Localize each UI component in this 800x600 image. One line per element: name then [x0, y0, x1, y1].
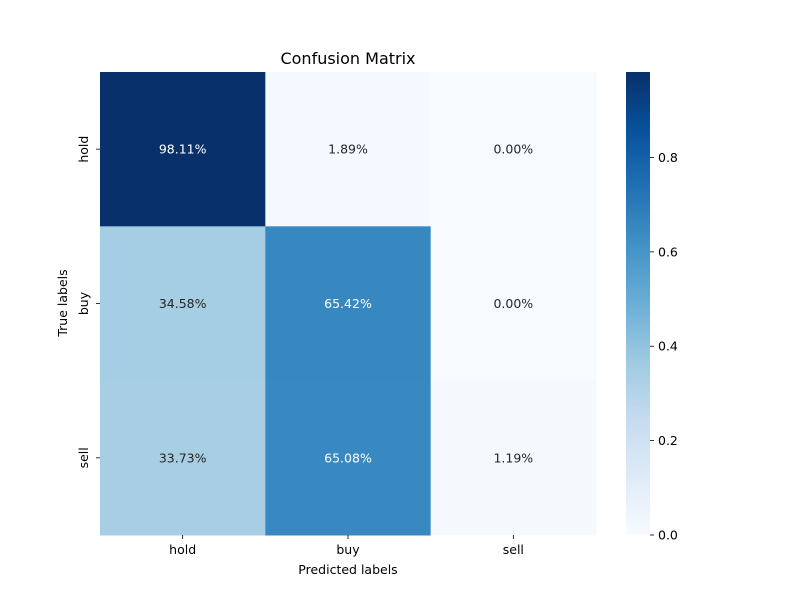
colorbar-gradient: [626, 72, 650, 535]
x-tick-label: hold: [169, 542, 196, 557]
y-tick-label: hold: [76, 136, 91, 163]
colorbar-tick-label: 0.6: [658, 244, 678, 259]
heatmap-cells: [100, 72, 597, 536]
cell-value-label: 1.89%: [328, 142, 368, 157]
heatmap-cell-sell-hold: [100, 380, 266, 536]
cell-value-label: 65.08%: [324, 450, 372, 465]
chart-title: Confusion Matrix: [280, 49, 415, 68]
x-tick-label: sell: [503, 542, 524, 557]
y-axis-ticks: hold buy sell: [76, 136, 100, 468]
y-tick-label: buy: [76, 291, 91, 315]
colorbar-tick-label: 0.2: [658, 433, 678, 448]
y-tick-label: sell: [76, 447, 91, 468]
heatmap-cell-hold-sell: [430, 72, 597, 227]
colorbar-tick-label: 0.0: [658, 528, 678, 543]
x-axis-ticks: hold buy sell: [169, 535, 524, 557]
colorbar-tick-label: 0.4: [658, 339, 678, 354]
cell-value-label: 0.00%: [493, 142, 533, 157]
cell-value-label: 33.73%: [159, 450, 207, 465]
x-axis-label: Predicted labels: [298, 562, 397, 577]
heatmap-cell-buy-sell: [430, 226, 597, 382]
y-axis-label: True labels: [55, 269, 70, 337]
cell-value-label: 0.00%: [493, 296, 533, 311]
heatmap-cell-sell-buy: [265, 380, 432, 536]
cell-value-label: 34.58%: [159, 296, 207, 311]
colorbar: 0.0 0.2 0.4 0.6 0.8: [626, 72, 678, 543]
colorbar-ticks: 0.0 0.2 0.4 0.6 0.8: [650, 150, 678, 543]
heatmap-cell-hold-buy: [265, 72, 432, 227]
cell-value-label: 98.11%: [159, 142, 207, 157]
heatmap-cell-sell-sell: [430, 380, 597, 536]
heatmap-cell-buy-buy: [265, 226, 432, 382]
colorbar-tick-label: 0.8: [658, 150, 678, 165]
x-tick-label: buy: [336, 542, 360, 557]
cell-value-label: 1.19%: [493, 450, 533, 465]
cell-value-label: 65.42%: [324, 296, 372, 311]
heatmap-cell-labels: 98.11% 1.89% 0.00% 34.58% 65.42% 0.00% 33.73% 6…: [159, 142, 533, 466]
heatmap-cell-hold-hold: [100, 72, 266, 227]
heatmap-cell-buy-hold: [100, 226, 266, 382]
